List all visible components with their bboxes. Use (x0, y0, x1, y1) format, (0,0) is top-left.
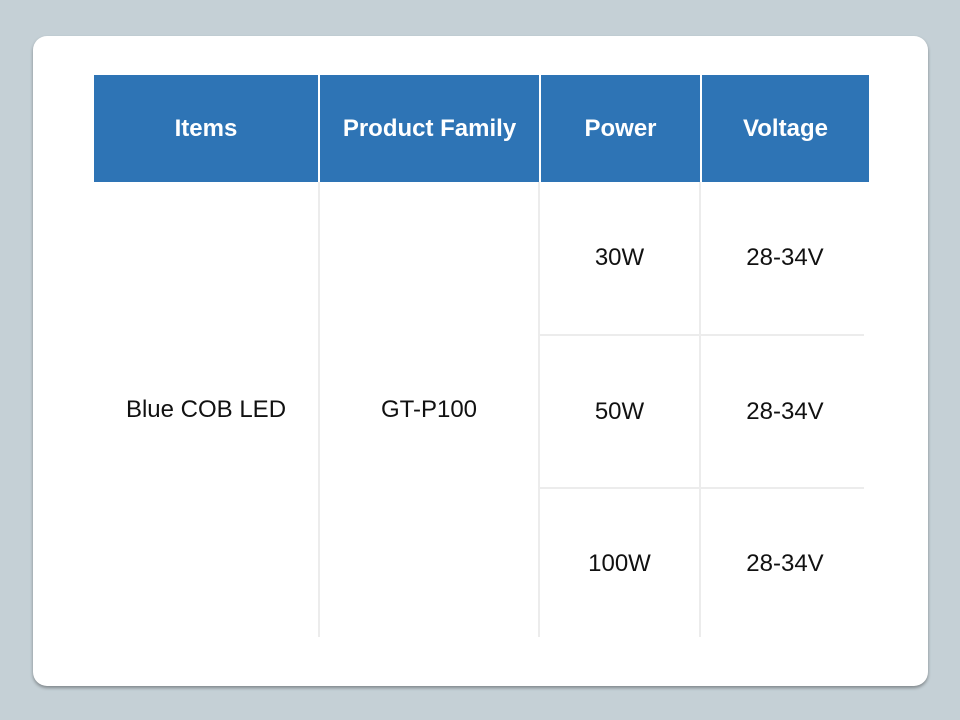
cell-power: 30W (594, 244, 645, 271)
cell-item: Blue COB LED (125, 395, 287, 423)
cell-voltage: 28-34V (746, 397, 824, 425)
header-power: Power (541, 75, 700, 182)
cell-voltage: 28-34V (746, 550, 824, 577)
row-divider (540, 487, 864, 489)
cell-power: 50W (594, 397, 645, 425)
column-divider (699, 182, 701, 637)
column-divider (538, 182, 540, 637)
cell-family: GT-P100 (380, 395, 478, 423)
cell-power: 100W (588, 550, 651, 577)
header-product-family: Product Family (320, 75, 539, 182)
cell-voltage: 28-34V (746, 244, 824, 271)
column-divider (318, 182, 320, 637)
row-divider (540, 334, 864, 336)
header-items: Items (94, 75, 318, 182)
header-voltage: Voltage (702, 75, 869, 182)
